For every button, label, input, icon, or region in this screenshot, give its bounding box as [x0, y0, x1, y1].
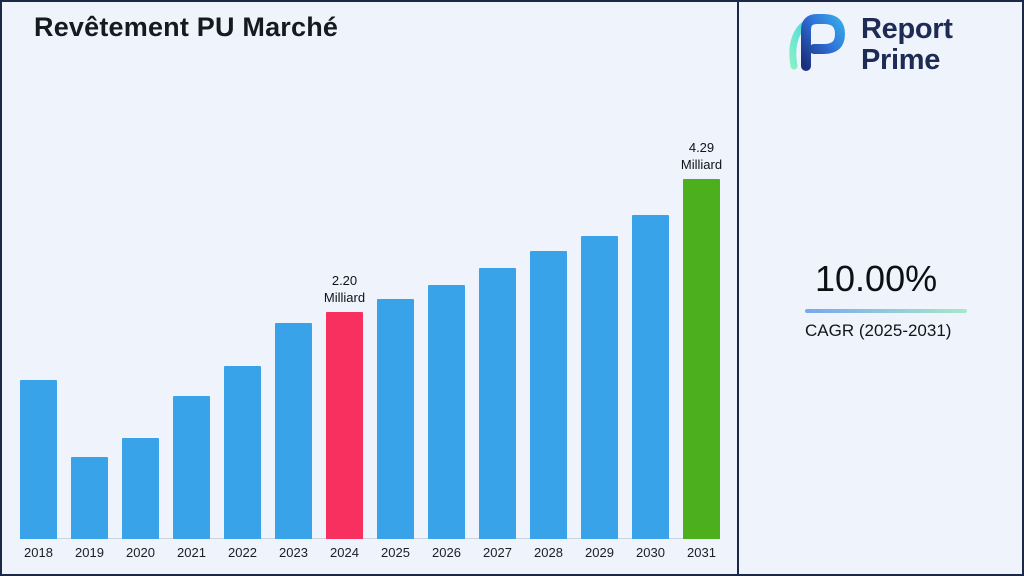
- bar-column-2021: 2021: [173, 396, 210, 560]
- x-axis-baseline: [20, 538, 720, 539]
- vertical-divider: [737, 2, 739, 574]
- bar-2018: [20, 380, 57, 539]
- bar-value-label-2024: 2.20 Milliard: [323, 273, 366, 305]
- x-tick-2026: 2026: [432, 545, 461, 560]
- bar-column-2023: 2023: [275, 323, 312, 560]
- bar-column-2026: 2026: [428, 285, 465, 560]
- x-tick-2019: 2019: [75, 545, 104, 560]
- page-title: Revêtement PU Marché: [34, 12, 339, 42]
- x-tick-2024: 2024: [330, 545, 359, 560]
- bar-column-2030: 2030: [632, 215, 669, 560]
- bar-2029: [581, 236, 618, 539]
- bar-2031: [683, 179, 720, 539]
- bar-column-2025: 2025: [377, 299, 414, 560]
- bar-column-2028: 2028: [530, 251, 567, 560]
- bar-2022: [224, 366, 261, 539]
- brand-name-line1: Report: [861, 12, 953, 45]
- bar-column-2031: 4.29 Milliard 2031: [681, 140, 722, 560]
- x-tick-2030: 2030: [636, 545, 665, 560]
- bar-column-2029: 2029: [581, 236, 618, 560]
- bar-column-2018: 2018: [20, 380, 57, 560]
- x-tick-2029: 2029: [585, 545, 614, 560]
- bar-2019: [71, 457, 108, 539]
- bar-2021: [173, 396, 210, 539]
- x-tick-2031: 2031: [687, 545, 716, 560]
- cagr-block: 10.00% CAGR (2025-2031): [805, 258, 967, 341]
- x-tick-2018: 2018: [24, 545, 53, 560]
- brand-logo: Report Prime: [780, 10, 953, 79]
- bar-2027: [479, 268, 516, 539]
- bar-2028: [530, 251, 567, 539]
- report-prime-logo-icon: [780, 10, 854, 79]
- x-tick-2022: 2022: [228, 545, 257, 560]
- bar-value-label-2031: 4.29 Milliard: [680, 140, 723, 172]
- x-tick-2027: 2027: [483, 545, 512, 560]
- cagr-value: 10.00%: [815, 258, 938, 299]
- bar-column-2020: 2020: [122, 438, 159, 560]
- bar-2030: [632, 215, 669, 539]
- cagr-underline: [805, 309, 967, 313]
- x-tick-2025: 2025: [381, 545, 410, 560]
- bar-2023: [275, 323, 312, 539]
- bars-row: 2018 2019 2020 2021 2022 2023 2.20 Milliard 2024…: [20, 140, 722, 560]
- cagr-label: CAGR (2025-2031): [805, 321, 952, 340]
- x-tick-2023: 2023: [279, 545, 308, 560]
- x-tick-2020: 2020: [126, 545, 155, 560]
- bar-column-2022: 2022: [224, 366, 261, 560]
- bar-2024: [326, 312, 363, 539]
- brand-name-line2: Prime: [861, 43, 941, 76]
- x-tick-2028: 2028: [534, 545, 563, 560]
- bar-column-2027: 2027: [479, 268, 516, 560]
- bar-2026: [428, 285, 465, 539]
- bar-column-2024: 2.20 Milliard 2024: [324, 273, 365, 560]
- bar-chart: 2018 2019 2020 2021 2022 2023 2.20 Milliard 2024…: [20, 140, 722, 560]
- bar-2025: [377, 299, 414, 539]
- bar-column-2019: 2019: [71, 457, 108, 560]
- bar-2020: [122, 438, 159, 539]
- x-tick-2021: 2021: [177, 545, 206, 560]
- brand-name: Report Prime: [861, 12, 953, 76]
